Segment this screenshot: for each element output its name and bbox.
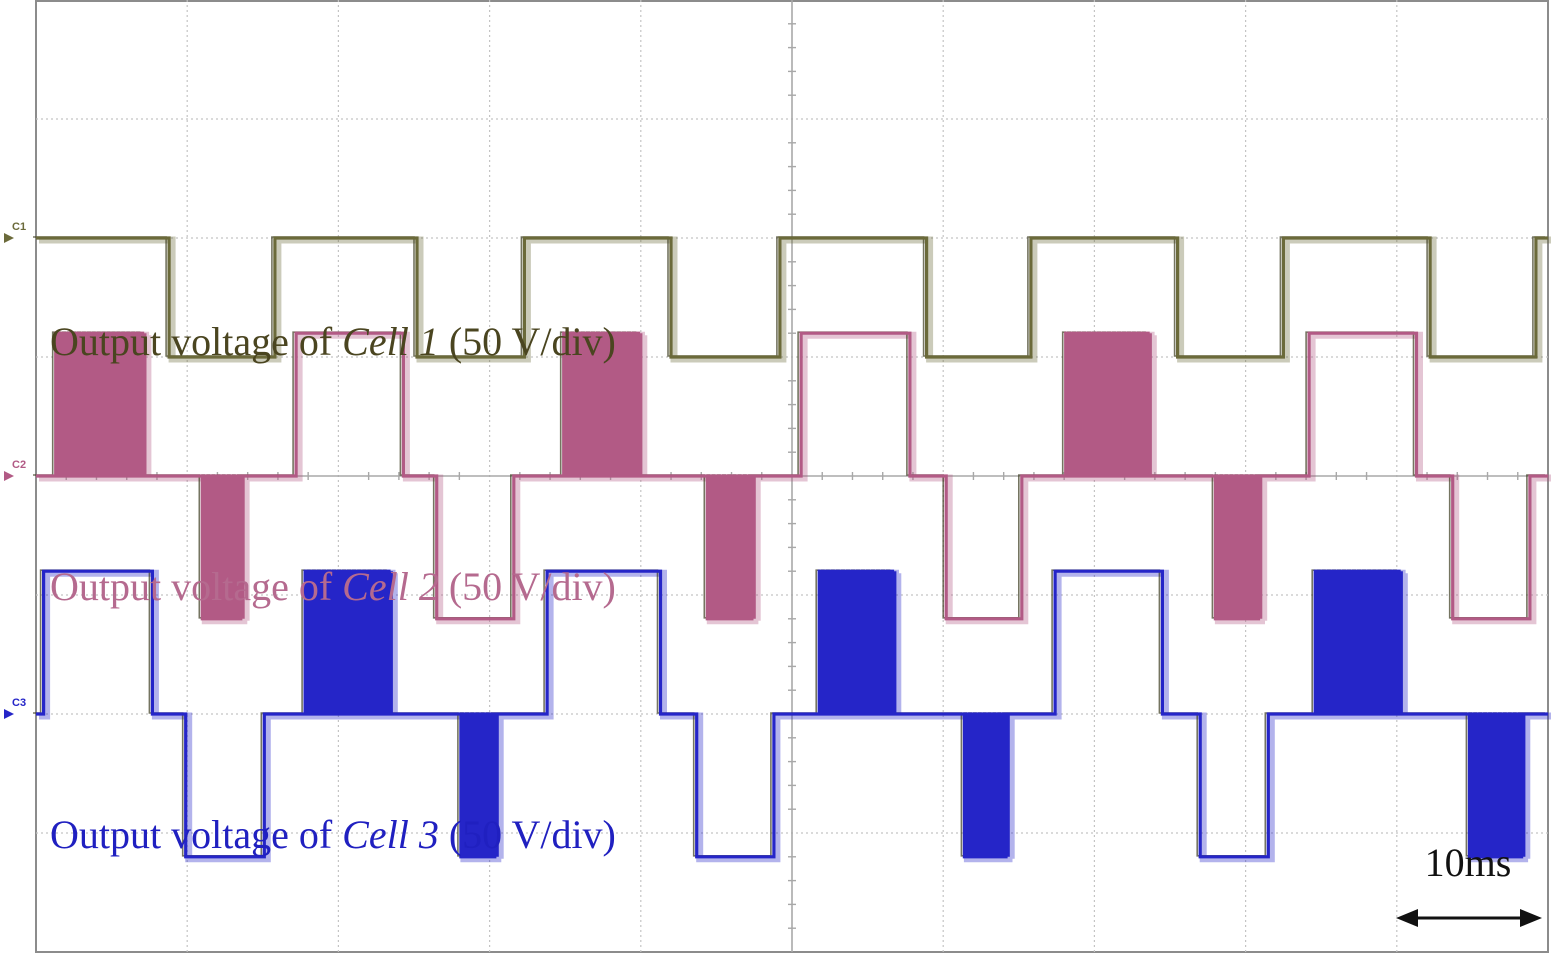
label-scale-c3: (50 V/div)	[439, 812, 616, 857]
trace-line-c1	[36, 236, 1548, 359]
trace-line-c2	[36, 331, 1548, 621]
label-c2: Output voltage of Cell 2 (50 V/div)	[50, 564, 616, 609]
label-c1: Output voltage of Cell 1 (50 V/div)	[50, 319, 616, 364]
channel-labels: Output voltage of Cell 1 (50 V/div)Outpu…	[50, 319, 616, 857]
trace-c1	[33, 236, 1551, 363]
trace-c3	[33, 569, 1551, 863]
marker-c1: C1	[4, 221, 26, 243]
marker-text-c1: C1	[12, 221, 26, 233]
label-scale-c1: (50 V/div)	[439, 319, 616, 364]
marker-text-c2: C2	[12, 459, 26, 471]
timebase-label: 10ms	[1425, 840, 1512, 885]
label-prefix-c1: Output voltage of	[50, 319, 342, 364]
label-cell-c2: Cell 2	[342, 564, 439, 609]
label-cell-c3: Cell 3	[342, 812, 439, 857]
label-c3: Output voltage of Cell 3 (50 V/div)	[50, 812, 616, 857]
timebase-arrow-left-head	[1396, 909, 1418, 927]
channel-markers: C1 C2 C3	[4, 221, 26, 719]
trace-persistence-c1	[39, 236, 1551, 363]
timebase-indicator: 10ms	[1396, 840, 1542, 927]
marker-c2: C2	[4, 459, 26, 481]
marker-arrow-c3	[4, 709, 14, 719]
label-cell-c1: Cell 1	[342, 319, 439, 364]
label-prefix-c3: Output voltage of	[50, 812, 342, 857]
marker-arrow-c2	[4, 471, 14, 481]
trace-c2	[33, 331, 1551, 625]
trace-line-c3	[36, 569, 1548, 859]
label-prefix-c2: Output voltage of	[50, 564, 342, 609]
marker-text-c3: C3	[12, 697, 26, 709]
marker-c3: C3	[4, 697, 26, 719]
marker-arrow-c1	[4, 233, 14, 243]
label-scale-c2: (50 V/div)	[439, 564, 616, 609]
timebase-arrow-right-head	[1520, 909, 1542, 927]
traces	[33, 236, 1551, 863]
